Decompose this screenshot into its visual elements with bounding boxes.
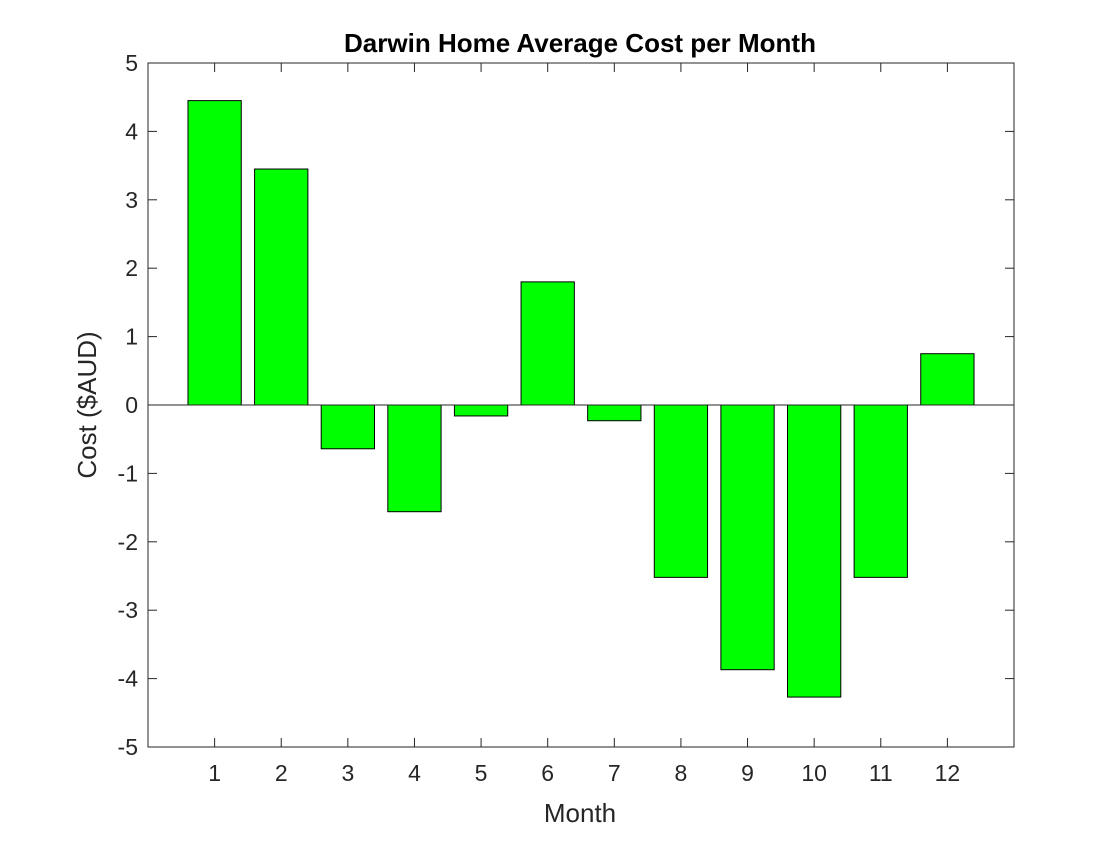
y-tick-label: 4 bbox=[125, 118, 138, 144]
x-tick-label: 12 bbox=[935, 760, 961, 786]
y-axis-label: Cost ($AUD) bbox=[72, 331, 102, 478]
y-tick-label: 0 bbox=[125, 392, 138, 418]
bars-group bbox=[187, 100, 975, 698]
y-tick-label: -2 bbox=[118, 529, 138, 555]
x-tick-label: 4 bbox=[408, 760, 421, 786]
x-tick-label: 11 bbox=[869, 760, 893, 786]
chart-title: Darwin Home Average Cost per Month bbox=[344, 28, 816, 58]
bar-month-4 bbox=[387, 404, 442, 513]
y-tick-label: -5 bbox=[118, 734, 138, 760]
bar-month-8 bbox=[653, 404, 709, 578]
bar-month-5 bbox=[453, 404, 509, 417]
x-tick-label: 8 bbox=[675, 760, 688, 786]
y-tick-label: 2 bbox=[125, 255, 138, 281]
y-tick-label: -1 bbox=[118, 460, 138, 486]
y-tick-label: 1 bbox=[125, 324, 138, 350]
bar-month-9 bbox=[720, 404, 775, 671]
bar-month-7 bbox=[587, 404, 642, 422]
x-tick-label: 2 bbox=[275, 760, 288, 786]
y-tick-label: 5 bbox=[125, 50, 138, 76]
bar-month-11 bbox=[853, 404, 908, 578]
x-tick-label: 5 bbox=[475, 760, 488, 786]
y-ticks-group: -5 -4 -3 -2 -1 0 1 2 3 4 5 bbox=[118, 50, 1014, 760]
x-tick-label: 6 bbox=[541, 760, 554, 786]
x-tick-label: 3 bbox=[341, 760, 354, 786]
y-tick-label: -3 bbox=[118, 597, 138, 623]
x-axis-label: Month bbox=[544, 798, 616, 828]
x-tick-label: 1 bbox=[208, 760, 221, 786]
x-tick-label: 10 bbox=[801, 760, 827, 786]
x-tick-label: 7 bbox=[608, 760, 621, 786]
bar-month-2 bbox=[254, 168, 309, 406]
bar-month-3 bbox=[320, 404, 375, 450]
x-tick-label: 9 bbox=[741, 760, 754, 786]
y-tick-label: 3 bbox=[125, 187, 138, 213]
bar-month-6 bbox=[520, 281, 575, 406]
bar-month-10 bbox=[787, 404, 842, 698]
bar-month-12 bbox=[920, 353, 975, 406]
bar-month-1 bbox=[187, 100, 242, 406]
x-ticks-group: 1 2 3 4 5 6 7 8 9 10 11 12 bbox=[208, 63, 960, 786]
y-tick-label: -4 bbox=[118, 666, 139, 692]
